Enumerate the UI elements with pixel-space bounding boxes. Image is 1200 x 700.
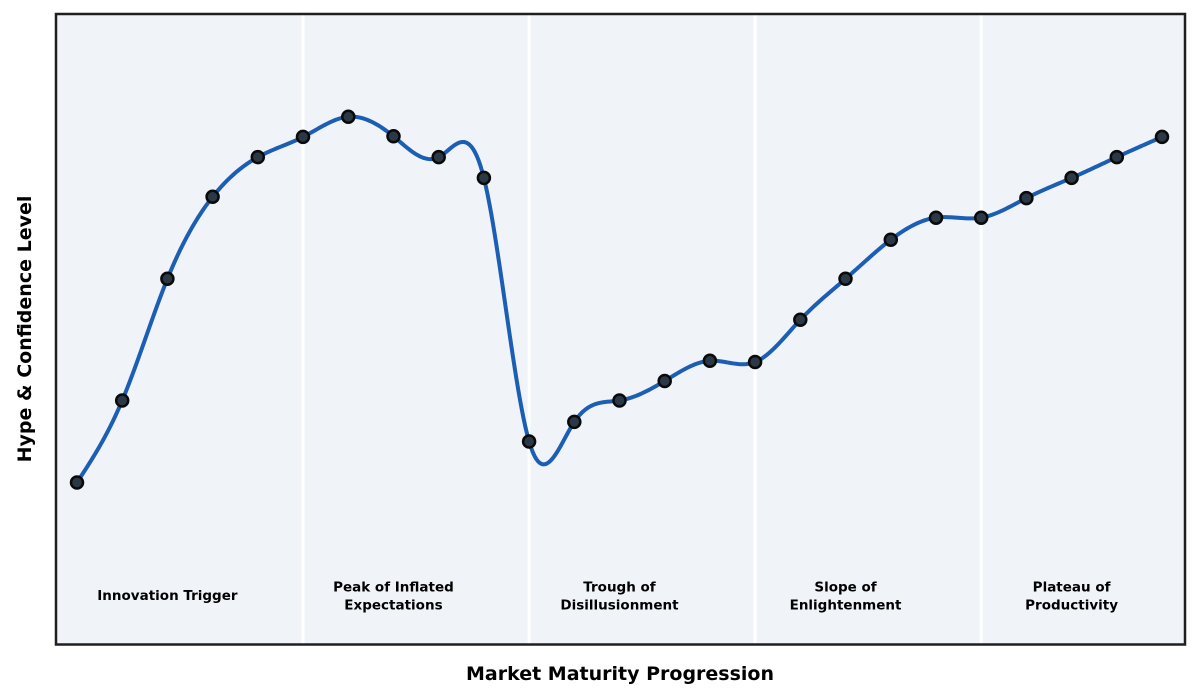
data-point [1064,170,1079,186]
phase-label-trough-of-disillusionment: Trough of Disillusionment [560,579,679,613]
data-point [883,232,899,247]
data-point [160,271,175,287]
data-point [205,189,220,205]
phase-label-plateau-of-productivity: Plateau of Productivity [1025,579,1119,613]
data-point [793,312,808,328]
data-point [612,393,627,408]
data-point [295,129,311,145]
data-point [928,210,944,225]
data-point [973,210,989,225]
data-point [250,149,266,165]
data-point [431,149,446,165]
data-point [1154,129,1170,145]
x-axis-title: Market Maturity Progression [465,663,775,685]
phase-label-innovation-trigger: Innovation Trigger [97,588,238,605]
data-point [341,109,356,125]
data-point [69,475,85,490]
phase-label-peak-of-inflated-expectations: Peak of Inflated Expectations [333,579,454,613]
phase-label-slope-of-enlightenment: Slope of Enlightenment [789,579,902,613]
data-point [702,353,718,369]
axes-border [54,12,1187,646]
phase-band-background [56,14,1185,645]
y-axis-title: Hype & Confidence Level [14,195,36,463]
data-point [838,271,853,287]
data-point [747,354,763,370]
data-point [657,373,672,389]
data-point [114,393,130,408]
data-point [1019,190,1034,206]
data-point [476,170,492,186]
data-point [521,434,537,449]
data-point [1109,149,1125,165]
data-point [567,414,582,430]
data-point [386,129,401,144]
